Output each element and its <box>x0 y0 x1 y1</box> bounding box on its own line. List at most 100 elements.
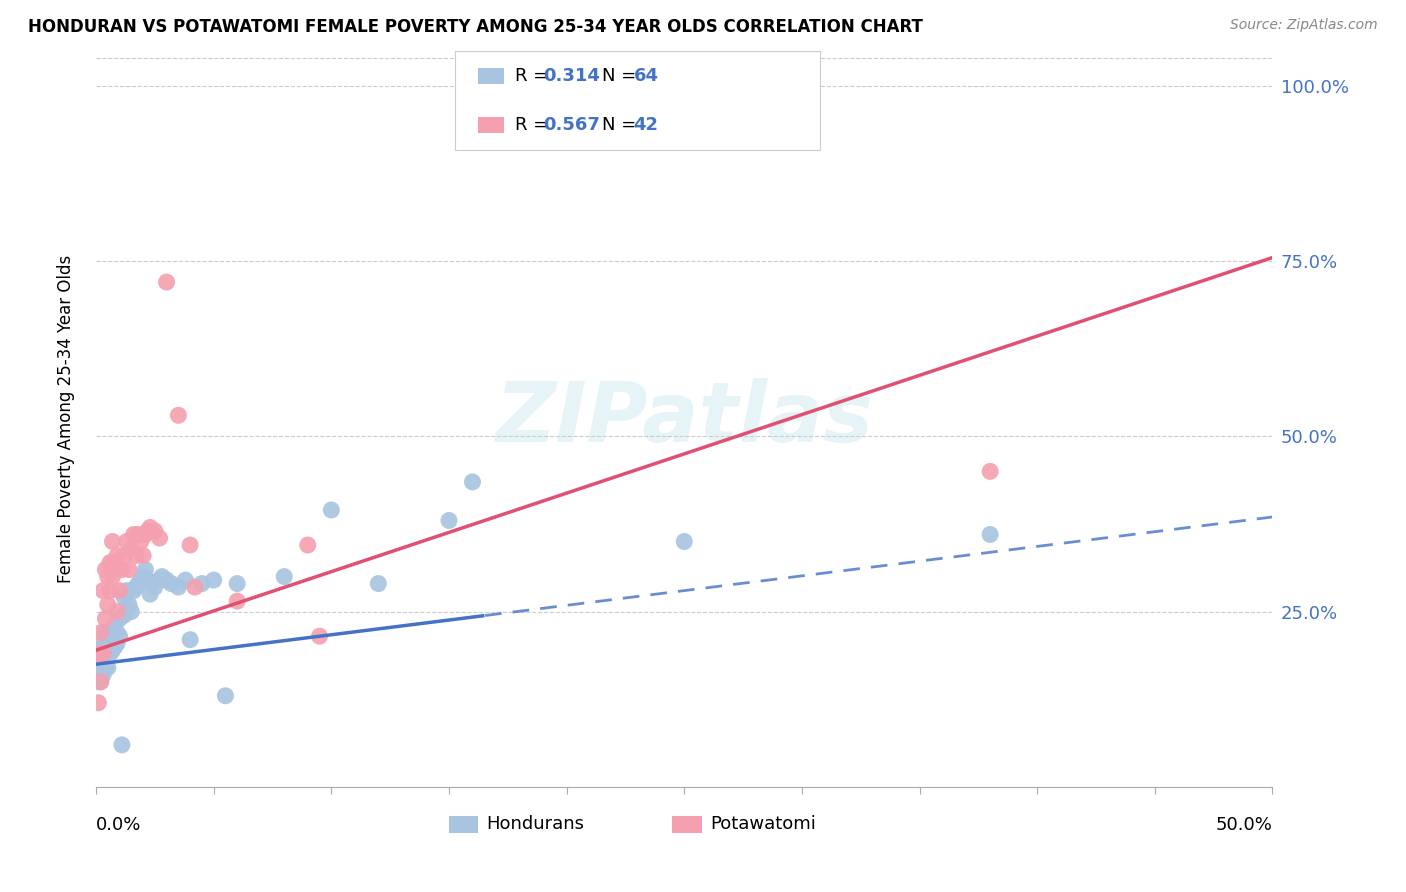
Text: Hondurans: Hondurans <box>486 814 585 833</box>
Text: ZIPatlas: ZIPatlas <box>495 378 873 459</box>
Point <box>104 640 127 654</box>
Point <box>367 576 389 591</box>
Point <box>179 538 201 552</box>
Point <box>101 622 124 636</box>
Point <box>90 674 112 689</box>
Point <box>118 598 141 612</box>
Point <box>155 573 177 587</box>
Text: 0.567: 0.567 <box>543 116 600 134</box>
Text: 64: 64 <box>634 67 658 85</box>
Point <box>321 503 343 517</box>
Point <box>108 629 131 643</box>
Point <box>141 576 163 591</box>
Point <box>94 661 117 675</box>
Y-axis label: Female Poverty Among 25-34 Year Olds: Female Poverty Among 25-34 Year Olds <box>58 255 75 583</box>
Point <box>91 667 114 681</box>
Point <box>118 563 141 577</box>
Point <box>148 573 170 587</box>
Point <box>91 640 114 654</box>
Point <box>111 563 134 577</box>
Point <box>226 594 249 608</box>
Point <box>136 573 159 587</box>
Point <box>673 534 696 549</box>
Text: R =: R = <box>515 67 554 85</box>
Point <box>105 636 128 650</box>
Point <box>226 576 249 591</box>
Point <box>104 618 127 632</box>
Point <box>132 549 155 563</box>
Point <box>87 647 110 661</box>
Point <box>111 738 134 752</box>
Point <box>174 573 197 587</box>
Point <box>90 654 112 668</box>
Point <box>94 640 117 654</box>
Point <box>132 569 155 583</box>
Point <box>97 632 120 647</box>
Text: 0.0%: 0.0% <box>96 816 142 834</box>
Point <box>273 569 295 583</box>
Point <box>461 475 484 489</box>
Point <box>122 527 145 541</box>
Point <box>105 549 128 563</box>
Point <box>98 640 121 654</box>
Point <box>120 605 142 619</box>
Point <box>97 569 120 583</box>
Point <box>94 612 117 626</box>
Text: 42: 42 <box>634 116 658 134</box>
Point <box>202 573 225 587</box>
Point <box>87 667 110 681</box>
Point <box>101 632 124 647</box>
Point <box>115 534 138 549</box>
Text: Potawatomi: Potawatomi <box>710 814 815 833</box>
Point <box>112 549 135 563</box>
Point <box>105 605 128 619</box>
Point <box>91 654 114 668</box>
Point <box>139 520 162 534</box>
Text: Source: ZipAtlas.com: Source: ZipAtlas.com <box>1230 18 1378 32</box>
Point <box>150 569 173 583</box>
Point <box>125 549 148 563</box>
Point <box>98 647 121 661</box>
Point <box>97 598 120 612</box>
Point <box>90 647 112 661</box>
Point <box>101 643 124 657</box>
Point <box>179 632 201 647</box>
Point <box>297 538 319 552</box>
Point <box>214 689 236 703</box>
Point <box>97 661 120 675</box>
Point <box>98 556 121 570</box>
Point <box>115 583 138 598</box>
Point <box>94 647 117 661</box>
Point <box>139 587 162 601</box>
Point <box>101 569 124 583</box>
Point <box>90 667 112 681</box>
Bar <box>449 816 478 832</box>
Text: 50.0%: 50.0% <box>1216 816 1272 834</box>
Point <box>104 556 127 570</box>
Bar <box>672 816 702 832</box>
Point <box>87 674 110 689</box>
Point <box>98 629 121 643</box>
Point <box>90 625 112 640</box>
Point <box>148 531 170 545</box>
Point <box>87 696 110 710</box>
Point <box>90 674 112 689</box>
Bar <box>478 117 505 133</box>
Point <box>127 576 149 591</box>
Text: 0.314: 0.314 <box>543 67 600 85</box>
Point <box>437 513 460 527</box>
Point <box>105 625 128 640</box>
Point <box>127 527 149 541</box>
Point <box>91 647 114 661</box>
Point <box>191 576 214 591</box>
Point <box>120 541 142 556</box>
Point <box>160 576 183 591</box>
Point <box>167 409 190 423</box>
Point <box>112 591 135 605</box>
Point <box>87 661 110 675</box>
Point <box>979 464 1001 478</box>
Point <box>136 524 159 538</box>
Point <box>134 563 156 577</box>
Point <box>125 580 148 594</box>
Point <box>94 625 117 640</box>
